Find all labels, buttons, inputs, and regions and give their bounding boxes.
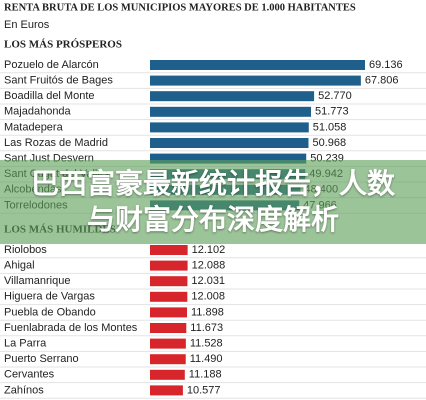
category-label: Ahigal [4,260,35,272]
bar [150,260,188,271]
bar [150,245,188,255]
bar [150,369,185,380]
category-label: Villamanrique [4,275,70,287]
value-label: 11.898 [191,306,224,318]
category-label: Fuenlabrada de los Montes [4,322,138,334]
category-label: Zahínos [4,384,44,396]
bar [150,307,188,318]
value-label: 12.102 [192,244,226,256]
category-label: Majadahonda [4,106,72,118]
category-label: Puerto Serrano [4,353,79,365]
subtitle: En Euros [4,19,50,31]
category-label: Riolobos [4,244,47,256]
value-label: 12.088 [192,260,226,272]
category-label: La Parra [4,338,47,350]
value-label: 12.031 [191,275,225,287]
category-label: Boadilla del Monte [4,90,95,102]
bar [150,276,188,287]
value-label: 11.528 [190,338,223,350]
bar [150,354,186,365]
value-label: 51.773 [315,106,349,118]
page-title: RENTA BRUTA DE LOS MUNICIPIOS MAYORES DE… [4,2,356,13]
bar [150,338,186,349]
value-label: 67.806 [365,75,399,87]
value-label: 11.188 [189,369,222,381]
bar [150,138,309,148]
category-label: Pozuelo de Alarcón [4,59,99,71]
bar [150,60,365,70]
bar [150,385,183,396]
category-label: Cervantes [4,369,55,381]
value-label: 69.136 [369,59,403,71]
category-label: Las Rozas de Madrid [4,137,108,149]
bar [150,106,312,117]
banner-text: 巴西富豪最新统计报告，人数与财富分布深度解析 [30,167,395,236]
bar [150,291,188,302]
value-label: 10.577 [187,384,221,396]
overlay-banner: 巴西富豪最新统计报告，人数与财富分布深度解析 [0,160,426,244]
value-label: 51.058 [313,121,347,133]
category-label: Puebla de Obando [4,306,96,318]
value-label: 52.770 [318,90,352,102]
value-label: 12.008 [191,291,225,303]
bar [150,323,187,333]
bar [150,122,309,133]
value-label: 11.490 [190,353,223,365]
value-label: 11.673 [190,322,223,334]
category-label: Matadepera [4,121,64,133]
section-title: LOS MÁS PRÓSPEROS [4,39,122,51]
category-label: Sant Fruitós de Bages [4,75,113,87]
category-label: Higuera de Vargas [4,291,95,303]
bar [150,75,361,86]
value-label: 50.968 [313,137,347,149]
bar [150,153,307,164]
bar [150,91,315,102]
